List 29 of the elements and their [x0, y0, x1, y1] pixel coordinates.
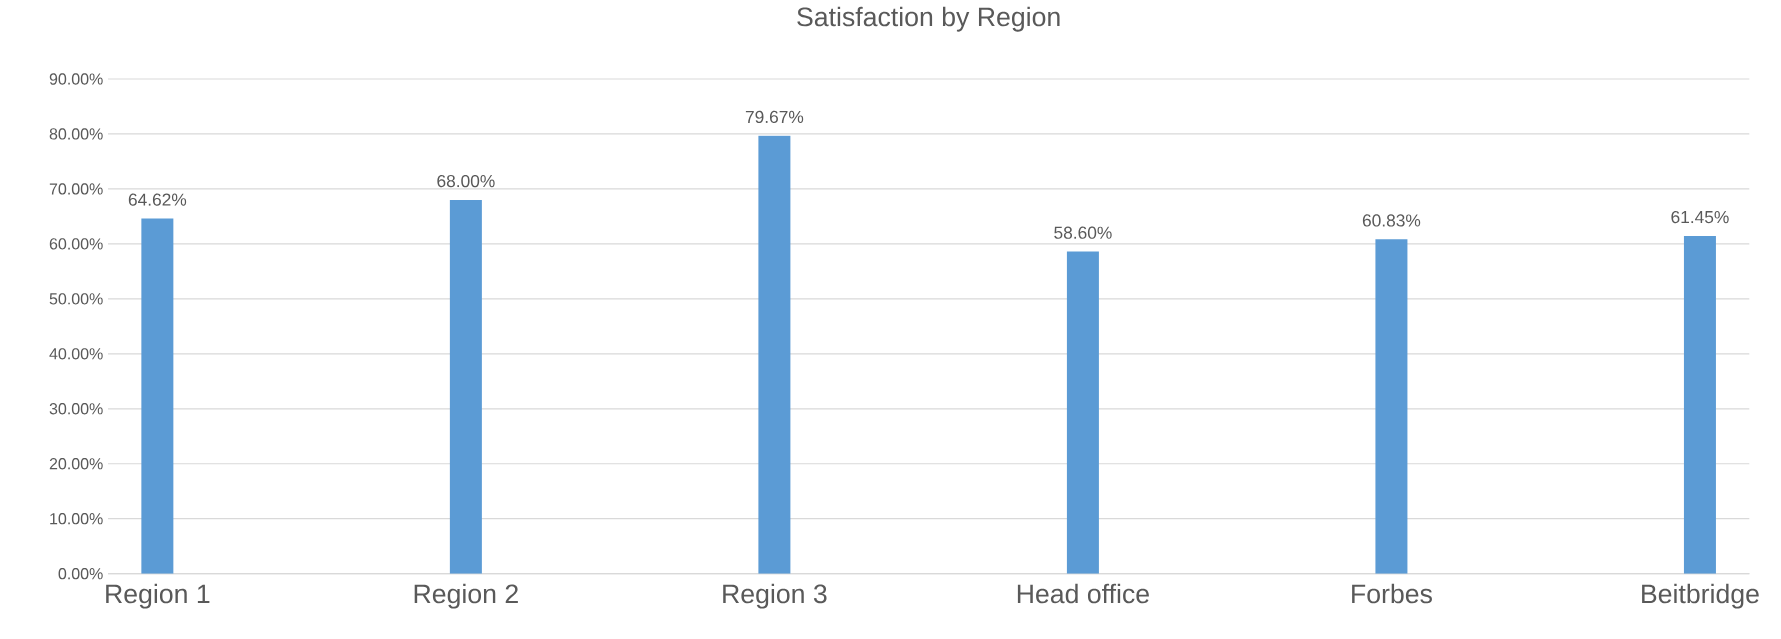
- x-tick-label: Region 3: [723, 583, 827, 609]
- bar: [1683, 235, 1716, 574]
- chart-title: Satisfaction by Region: [797, 6, 1060, 32]
- x-tick-label: Head office: [1017, 583, 1149, 604]
- y-tick-label: 10.00%: [50, 513, 103, 525]
- y-tick-label: 80.00%: [49, 128, 103, 140]
- y-tick-label: 90.00%: [49, 73, 103, 85]
- bar: [1375, 239, 1408, 574]
- x-tick-label: Beitbridge: [1642, 583, 1759, 609]
- x-tick-label: Region 1: [106, 583, 210, 609]
- y-tick-label: 30.00%: [49, 403, 103, 415]
- data-label: 58.60%: [1054, 226, 1112, 239]
- y-tick-label: 20.00%: [49, 458, 103, 470]
- y-tick-label: 70.00%: [49, 183, 103, 195]
- data-label: 79.67%: [745, 110, 804, 124]
- y-tick-label: 40.00%: [49, 348, 103, 360]
- data-label: 60.83%: [1362, 214, 1421, 227]
- bar: [449, 199, 482, 574]
- y-tick-label: 0.00%: [58, 568, 103, 580]
- data-label: 61.45%: [1671, 210, 1729, 224]
- x-tick-label: Forbes: [1352, 583, 1432, 604]
- bar: [1066, 251, 1099, 574]
- y-tick-label: 60.00%: [49, 238, 103, 250]
- bar: [141, 218, 174, 574]
- x-tick-label: Region 2: [414, 583, 518, 609]
- y-tick-label: 50.00%: [49, 293, 103, 305]
- bar: [758, 135, 791, 574]
- data-label: 64.62%: [128, 193, 187, 206]
- data-label: 68.00%: [437, 174, 495, 188]
